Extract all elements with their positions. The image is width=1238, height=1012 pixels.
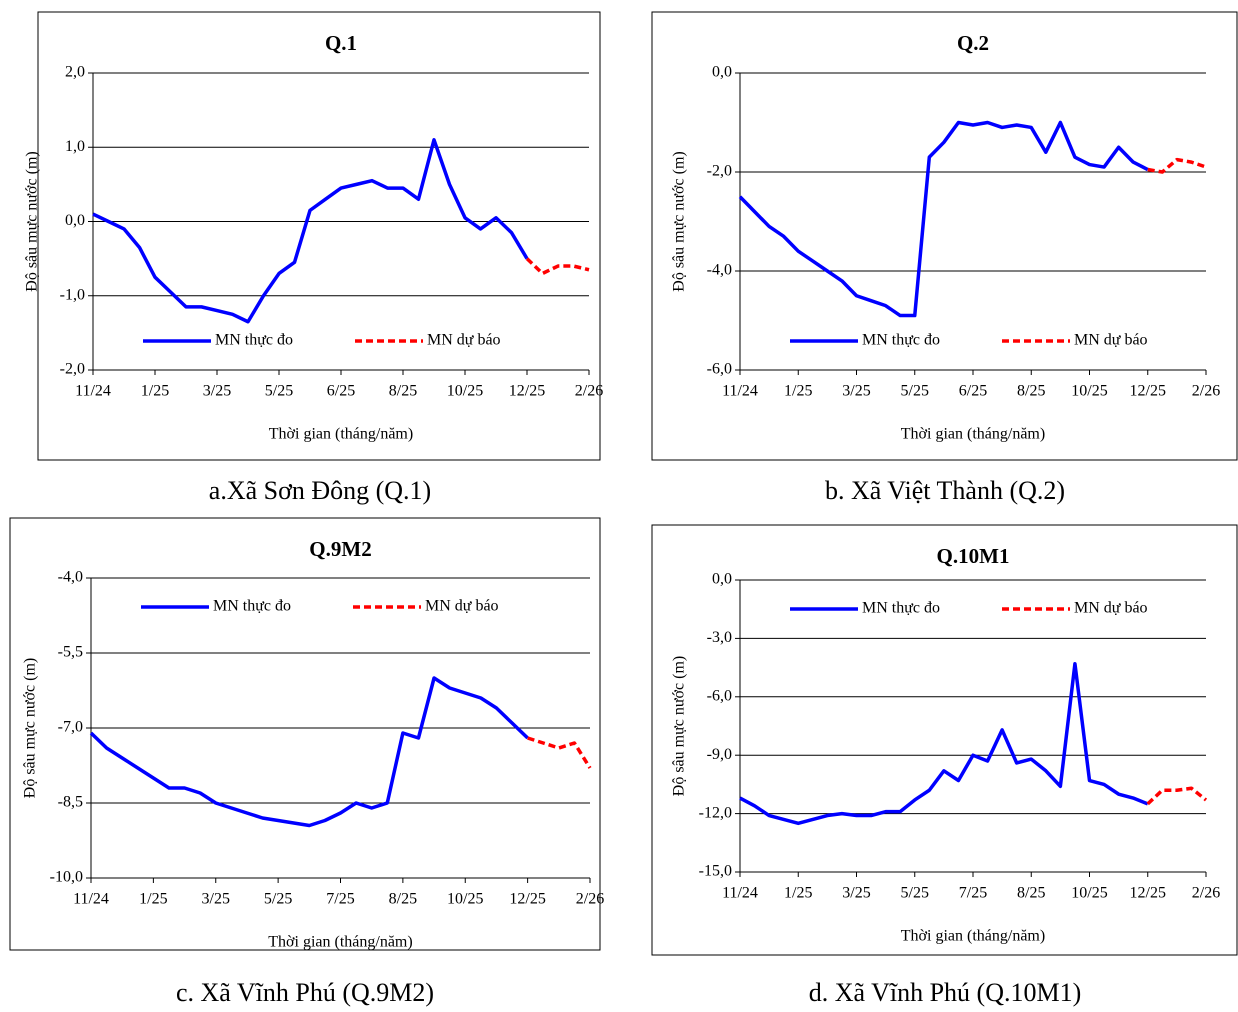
legend-label: MN dự báo — [1074, 332, 1148, 349]
x-tick-label: 12/25 — [509, 891, 545, 908]
x-tick-label: 2/26 — [1192, 885, 1220, 902]
y-tick-label: -10,0 — [50, 869, 83, 886]
x-tick-label: 8/25 — [1017, 383, 1045, 400]
y-tick-label: -7,0 — [58, 719, 83, 736]
x-tick-label: 5/25 — [265, 383, 293, 400]
y-axis-label: Độ sâu mực nước (m) — [22, 658, 39, 798]
legend-label: MN thực đo — [862, 332, 940, 349]
x-tick-label: 3/25 — [842, 383, 870, 400]
x-tick-label: 10/25 — [447, 891, 483, 908]
y-tick-label: 0,0 — [712, 64, 732, 81]
x-tick-label: 3/25 — [203, 383, 231, 400]
x-tick-label: 1/25 — [784, 383, 812, 400]
x-tick-label: 3/25 — [202, 891, 230, 908]
x-tick-label: 12/25 — [509, 383, 545, 400]
series-line — [525, 257, 590, 276]
series-line — [1147, 157, 1207, 174]
x-tick-label: 12/25 — [1130, 383, 1166, 400]
x-tick-label: 3/25 — [842, 885, 870, 902]
x-tick-label: 6/25 — [959, 383, 987, 400]
y-axis-label: Độ sâu mực nước (m) — [24, 151, 41, 291]
x-tick-label: 6/25 — [327, 383, 355, 400]
x-tick-label: 11/24 — [73, 891, 109, 908]
y-tick-label: -6,0 — [707, 361, 732, 378]
caption: c. Xã Vĩnh Phú (Q.9M2) — [176, 978, 434, 1007]
x-tick-label: 1/25 — [141, 383, 169, 400]
caption: a.Xã Sơn Đông (Q.1) — [209, 476, 431, 505]
caption: b. Xã Việt Thành (Q.2) — [825, 476, 1065, 505]
series-line — [738, 120, 1149, 318]
x-tick-label: 1/25 — [139, 891, 167, 908]
y-tick-label: -3,0 — [707, 629, 732, 646]
y-tick-label: -6,0 — [707, 687, 732, 704]
x-tick-label: 12/25 — [1130, 885, 1166, 902]
y-tick-label: 2,0 — [65, 64, 85, 81]
y-axis-label: Độ sâu mực nước (m) — [671, 656, 688, 796]
legend-label: MN dự báo — [425, 598, 499, 615]
y-tick-label: 0,0 — [65, 212, 85, 229]
x-tick-label: 2/26 — [575, 383, 603, 400]
x-tick-label: 2/26 — [576, 891, 604, 908]
x-tick-label: 11/24 — [722, 383, 758, 400]
x-tick-label: 10/25 — [447, 383, 483, 400]
x-tick-label: 8/25 — [1017, 885, 1045, 902]
y-tick-label: -5,5 — [58, 644, 83, 661]
y-tick-label: -1,0 — [60, 286, 85, 303]
series-line — [527, 736, 592, 769]
y-tick-label: -2,0 — [707, 163, 732, 180]
chart-title: Q.9M2 — [309, 537, 371, 561]
series-line — [89, 676, 529, 828]
y-tick-label: -4,0 — [707, 262, 732, 279]
caption: d. Xã Vĩnh Phú (Q.10M1) — [809, 978, 1082, 1007]
series-line — [92, 138, 529, 324]
legend-label: MN thực đo — [213, 598, 291, 615]
x-tick-label: 1/25 — [784, 885, 812, 902]
y-tick-label: -2,0 — [60, 361, 85, 378]
legend-label: MN thực đo — [862, 600, 940, 617]
x-tick-label: 2/26 — [1192, 383, 1220, 400]
panel-border — [37, 11, 601, 461]
y-tick-label: -8,5 — [58, 794, 83, 811]
x-tick-label: 5/25 — [901, 383, 929, 400]
y-tick-label: -12,0 — [699, 804, 732, 821]
y-tick-label: -9,0 — [707, 746, 732, 763]
x-axis-label: Thời gian (tháng/năm) — [268, 934, 412, 951]
panel-border — [651, 11, 1238, 461]
panel-border — [651, 524, 1238, 956]
chart-title: Q.10M1 — [937, 544, 1010, 568]
x-tick-label: 5/25 — [264, 891, 292, 908]
series-line — [1146, 786, 1208, 806]
y-axis-label: Độ sâu mực nước (m) — [671, 151, 688, 291]
x-axis-label: Thời gian (tháng/năm) — [901, 928, 1045, 945]
legend-label: MN dự báo — [1074, 600, 1148, 617]
x-tick-label: 11/24 — [722, 885, 758, 902]
panel-border — [9, 517, 601, 951]
y-tick-label: 0,0 — [712, 571, 732, 588]
x-tick-label: 10/25 — [1071, 383, 1107, 400]
x-tick-label: 10/25 — [1071, 885, 1107, 902]
x-axis-label: Thời gian (tháng/năm) — [269, 426, 413, 443]
legend-label: MN dự báo — [427, 332, 501, 349]
x-tick-label: 11/24 — [75, 383, 111, 400]
y-tick-label: 1,0 — [65, 138, 85, 155]
y-tick-label: -4,0 — [58, 569, 83, 586]
chart-title: Q.2 — [957, 31, 989, 55]
x-tick-label: 5/25 — [901, 885, 929, 902]
x-tick-label: 8/25 — [389, 383, 417, 400]
x-tick-label: 8/25 — [389, 891, 417, 908]
series-line — [739, 661, 1149, 826]
chart-title: Q.1 — [325, 31, 357, 55]
y-tick-label: -15,0 — [699, 863, 732, 880]
x-tick-label: 7/25 — [326, 891, 354, 908]
legend-label: MN thực đo — [215, 332, 293, 349]
x-axis-label: Thời gian (tháng/năm) — [901, 426, 1045, 443]
x-tick-label: 7/25 — [959, 885, 987, 902]
